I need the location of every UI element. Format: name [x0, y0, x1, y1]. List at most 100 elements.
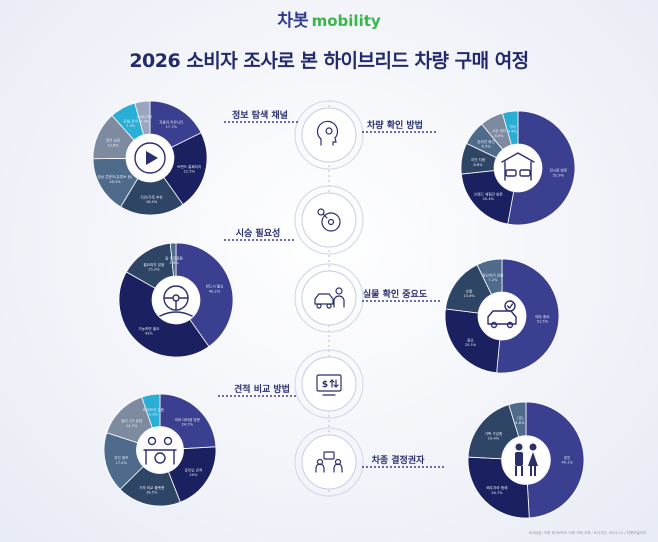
- slice-label: 필요하지 않음: [143, 262, 165, 267]
- person-search-icon: [294, 100, 364, 170]
- pie-slice: [476, 258, 503, 296]
- slice-label: 딜러 상담: [106, 138, 121, 143]
- slice-label: 지인 정보: [114, 455, 129, 460]
- slice-value: 20%: [189, 473, 198, 477]
- slice-label: 중요하지 않음: [482, 273, 504, 278]
- page-title: 2026 소비자 조사로 본 하이브리드 차량 구매 여정: [129, 50, 529, 72]
- slice-value: 25.5%: [465, 343, 477, 347]
- chart-title: 시승 필요성: [236, 227, 281, 239]
- chart-title: 차량 확인 방법: [367, 119, 423, 131]
- chart-title: 견적 비교 방법: [234, 383, 290, 395]
- slice-value: 18.5%: [146, 490, 158, 494]
- slice-label: 딜러 1곳 상담: [121, 418, 143, 423]
- pie-slice: [444, 308, 501, 374]
- slice-label: 지인 차량: [471, 157, 486, 162]
- slice-label: 전시장 방문: [549, 168, 567, 173]
- slice-value: 7.3%: [126, 124, 136, 128]
- slice-value: 24.1%: [182, 423, 194, 427]
- slice-label: 온라인 확인: [477, 139, 495, 144]
- pie-slice: [159, 393, 217, 450]
- slice-label: 기타: [509, 124, 516, 129]
- brand-logo: 차봇 mobility: [0, 6, 658, 31]
- pie-title-4: 실물 확인 중요도: [362, 288, 440, 302]
- slice-label: 브랜드 홈페이지: [177, 164, 201, 169]
- slice-label: 지인/가족 추천: [140, 194, 162, 199]
- pie-slice: [525, 401, 585, 519]
- slice-label: 반드시 필요: [206, 284, 224, 289]
- logo-korean: 차봇: [277, 11, 309, 31]
- chart-title: 실물 확인 중요도: [363, 288, 428, 300]
- slice-label: 가격 비교 플랫폼: [139, 485, 165, 490]
- slice-label: 가족 구성원: [485, 431, 503, 436]
- couple-icon: [515, 443, 538, 476]
- slice-value: 15.2%: [148, 268, 160, 272]
- slice-value: 26.7%: [491, 491, 503, 495]
- chart-title: 정보 탐색 채널: [232, 109, 288, 121]
- slice-value: 5.3%: [149, 412, 159, 416]
- slice-label: 배우자와 함께: [486, 485, 507, 490]
- slice-value: 19.4%: [488, 436, 500, 440]
- slice-value: 4.3%: [140, 119, 150, 123]
- slice-value: 6.9%: [482, 145, 492, 149]
- showroom-icon: [501, 152, 535, 181]
- pie-slice: [118, 271, 210, 358]
- slice-label: 기타: [517, 415, 524, 420]
- slice-label: 영상 콘텐츠(유튜브 등): [97, 174, 132, 179]
- slice-value: 52.9%: [553, 173, 565, 177]
- slice-value: 16.2%: [109, 180, 121, 184]
- steering-wheel-icon: [159, 285, 193, 317]
- slice-value: 22.5%: [184, 170, 196, 174]
- slice-value: 17.7%: [166, 125, 178, 129]
- slice-label: 포털 검색: [123, 118, 137, 123]
- chart-title: 차종 결정권자: [372, 454, 426, 466]
- pie-title-6: 차종 결정권자: [362, 454, 444, 468]
- footnote: 조사대상: 차봇 하이브리드 차량 구매 고객 / 조사기간: 2025.12 …: [528, 531, 646, 535]
- pie-title-1: 정보 탐색 채널: [224, 109, 298, 123]
- slice-value: 6.6%: [495, 134, 505, 138]
- car-check-icon: [487, 300, 517, 329]
- pie-title-5: 견적 비교 방법: [218, 383, 298, 397]
- logo-latin: mobility: [311, 12, 381, 30]
- consulting-icon: [143, 436, 177, 465]
- slice-value: 1.6%: [169, 261, 179, 265]
- slice-value: 8.8%: [474, 163, 484, 167]
- pie-slice: [169, 242, 177, 277]
- slice-value: 40.2%: [209, 289, 221, 293]
- pie-slice: [134, 100, 151, 136]
- slice-label: 보통: [466, 288, 473, 293]
- slice-value: 49.1%: [561, 460, 573, 464]
- slice-value: 7.2%: [488, 278, 498, 282]
- slice-value: 17.4%: [116, 461, 128, 465]
- pie-slice: [501, 110, 519, 146]
- slice-value: 13.6%: [107, 143, 119, 147]
- pie-slice: [467, 456, 530, 519]
- svg-text:$: $: [322, 380, 328, 390]
- price-compare-icon: $: [294, 349, 364, 419]
- pie-slice: [175, 242, 234, 348]
- slice-value: 4.4%: [508, 130, 518, 134]
- slice-label: 잘 모르겠음: [165, 256, 183, 261]
- pie-slice: [507, 110, 576, 226]
- slice-value: 15.8%: [463, 294, 475, 298]
- slice-value: 20.4%: [483, 197, 495, 201]
- slice-label: 본인: [564, 455, 571, 460]
- slice-label: 시승 센터: [492, 128, 506, 133]
- pie-slice: [141, 393, 161, 429]
- pie-slice: [496, 258, 560, 374]
- decision-maker-icon: [294, 427, 364, 497]
- slice-label: 비교하지 않음: [143, 407, 165, 412]
- slice-label: 매우 중요: [535, 314, 550, 319]
- slice-label: 자동차 커뮤니티: [159, 120, 183, 125]
- slice-label: 여러 대리점 방문: [175, 417, 201, 422]
- slice-label: 온라인 견적: [185, 468, 203, 473]
- slice-value: 4.8%: [515, 421, 525, 425]
- slice-value: 51.5%: [537, 320, 549, 324]
- pie-title-2: 차량 확인 방법: [362, 119, 436, 133]
- slice-label: 브랜드 체험관 방문: [474, 192, 503, 197]
